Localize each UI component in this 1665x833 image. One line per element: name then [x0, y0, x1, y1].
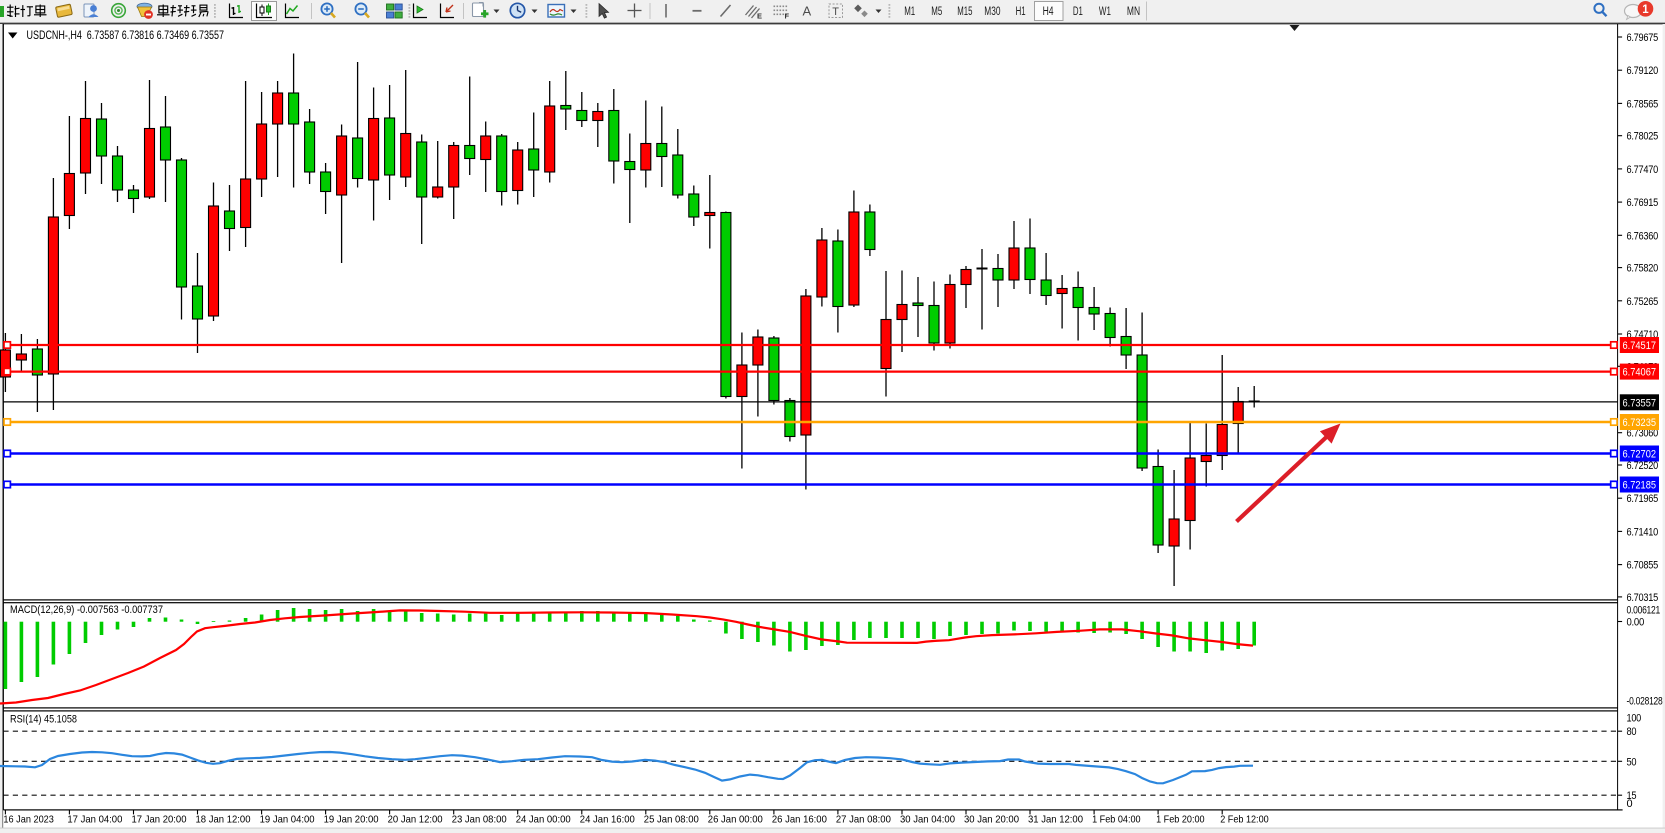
- svg-text:H1: H1: [1016, 6, 1026, 18]
- svg-text:80: 80: [1627, 726, 1637, 738]
- svg-text:6.73060: 6.73060: [1627, 428, 1659, 440]
- svg-text:27 Jan 08:00: 27 Jan 08:00: [836, 814, 891, 826]
- svg-text:1: 1: [1642, 4, 1649, 16]
- svg-text:E: E: [757, 12, 762, 21]
- svg-text:6.79675: 6.79675: [1627, 32, 1659, 44]
- svg-text:19 Jan 04:00: 19 Jan 04:00: [260, 814, 315, 826]
- svg-text:17 Jan 20:00: 17 Jan 20:00: [132, 814, 187, 826]
- svg-text:24 Jan 00:00: 24 Jan 00:00: [516, 814, 571, 826]
- svg-text:W1: W1: [1099, 6, 1111, 18]
- svg-text:6.73235: 6.73235: [1623, 417, 1657, 429]
- svg-text:16 Jan 2023: 16 Jan 2023: [3, 814, 54, 826]
- svg-text:100: 100: [1627, 713, 1642, 725]
- svg-text:18 Jan 12:00: 18 Jan 12:00: [196, 814, 251, 826]
- svg-text:H4: H4: [1043, 6, 1054, 18]
- svg-text:6.72185: 6.72185: [1623, 480, 1657, 492]
- svg-text:23 Jan 08:00: 23 Jan 08:00: [452, 814, 507, 826]
- svg-text:M1: M1: [904, 6, 915, 18]
- svg-text:26 Jan 16:00: 26 Jan 16:00: [772, 814, 827, 826]
- svg-text:-0.028128: -0.028128: [1627, 695, 1663, 707]
- svg-text:6.76360: 6.76360: [1627, 230, 1659, 242]
- svg-text:6.78025: 6.78025: [1627, 131, 1659, 143]
- svg-text:6.78565: 6.78565: [1627, 98, 1659, 110]
- svg-text:6.75265: 6.75265: [1627, 296, 1659, 308]
- svg-text:26 Jan 00:00: 26 Jan 00:00: [708, 814, 763, 826]
- svg-text:MACD(12,26,9) -0.007563 -0.007: MACD(12,26,9) -0.007563 -0.007737: [10, 604, 163, 616]
- svg-text:D1: D1: [1073, 6, 1083, 18]
- svg-text:6.73557: 6.73557: [1623, 397, 1657, 409]
- svg-text:F: F: [785, 12, 790, 21]
- svg-text:2 Feb 12:00: 2 Feb 12:00: [1220, 814, 1269, 826]
- svg-text:0: 0: [1627, 798, 1633, 810]
- svg-text:30 Jan 20:00: 30 Jan 20:00: [964, 814, 1019, 826]
- svg-text:MN: MN: [1127, 6, 1140, 18]
- svg-text:6.79120: 6.79120: [1627, 65, 1659, 77]
- svg-text:6.70315: 6.70315: [1627, 592, 1659, 604]
- svg-text:1 Feb 04:00: 1 Feb 04:00: [1092, 814, 1141, 826]
- svg-text:6.72702: 6.72702: [1623, 449, 1657, 461]
- svg-text:RSI(14) 45.1058: RSI(14) 45.1058: [10, 713, 77, 725]
- svg-text:6.71410: 6.71410: [1627, 526, 1659, 538]
- svg-text:24 Jan 16:00: 24 Jan 16:00: [580, 814, 635, 826]
- svg-text:1 Feb 20:00: 1 Feb 20:00: [1156, 814, 1205, 826]
- svg-text:T: T: [832, 6, 839, 18]
- svg-text:USDCNH-,H4 6.73587 6.73816 6.: USDCNH-,H4 6.73587 6.73816 6.73469 6.735…: [27, 28, 225, 42]
- svg-text:30 Jan 04:00: 30 Jan 04:00: [900, 814, 955, 826]
- svg-text:19 Jan 20:00: 19 Jan 20:00: [324, 814, 379, 826]
- svg-text:6.74517: 6.74517: [1623, 340, 1657, 352]
- svg-text:M30: M30: [984, 6, 1000, 18]
- svg-text:0.00: 0.00: [1627, 617, 1645, 629]
- svg-text:25 Jan 08:00: 25 Jan 08:00: [644, 814, 699, 826]
- svg-text:50: 50: [1627, 756, 1637, 768]
- svg-text:20 Jan 12:00: 20 Jan 12:00: [388, 814, 443, 826]
- svg-text:6.72520: 6.72520: [1627, 460, 1659, 472]
- svg-text:6.77470: 6.77470: [1627, 164, 1659, 176]
- svg-text:6.74067: 6.74067: [1623, 367, 1657, 379]
- svg-text:31 Jan 12:00: 31 Jan 12:00: [1028, 814, 1083, 826]
- svg-text:6.70855: 6.70855: [1627, 560, 1659, 572]
- svg-text:15: 15: [1627, 790, 1637, 802]
- svg-text:M15: M15: [957, 6, 972, 18]
- svg-text:0.006121: 0.006121: [1627, 605, 1661, 617]
- svg-text:6.75820: 6.75820: [1627, 263, 1659, 275]
- svg-text:6.76915: 6.76915: [1627, 197, 1659, 209]
- svg-text:17 Jan 04:00: 17 Jan 04:00: [67, 814, 122, 826]
- svg-text:M5: M5: [931, 6, 942, 18]
- svg-text:A: A: [803, 4, 812, 19]
- svg-text:6.71965: 6.71965: [1627, 493, 1659, 505]
